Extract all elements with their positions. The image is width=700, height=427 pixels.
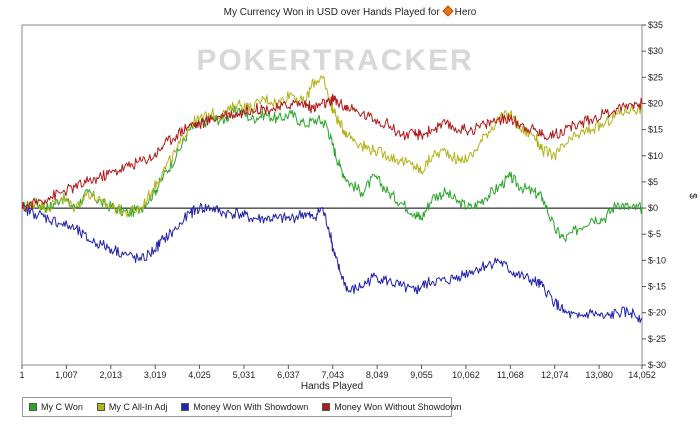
x-tick-label: 13,080 [585,370,613,380]
y-tick-label: $30 [648,46,663,56]
chart-title: My Currency Won in USD over Hands Played… [0,5,700,18]
x-tick-label: 2,013 [100,370,123,380]
x-tick-label: 6,037 [277,370,300,380]
chart-title-player: Hero [454,7,477,18]
y-tick-label: $5 [648,177,658,187]
x-tick-label: 1,007 [55,370,78,380]
y-tick-label: $-20 [648,308,666,318]
y-tick-label: $35 [648,20,663,30]
series-line-3 [21,93,643,212]
series-line-2 [21,202,643,323]
x-tick-label: 11,068 [497,370,524,380]
y-tick-label: $-25 [648,334,666,344]
legend-item[interactable]: Money Won With Showdown [181,402,308,412]
x-tick-label: 14,052 [628,370,656,380]
legend-label: Money Won Without Showdown [334,402,462,412]
y-tick-label: $15 [648,125,663,135]
legend-swatch [96,403,105,411]
y-tick-label: $20 [648,98,663,108]
y-axis: $35 $30 $25 $20 $15 $10 $5 $0 $-5 $-10 $-15 $-20 $-2… [642,20,666,370]
y-tick-label: $25 [648,72,663,82]
y-axis-title: $ [687,193,698,199]
x-tick-label: 4,025 [188,370,211,380]
y-tick-label: $0 [648,203,658,213]
y-tick-label: $-10 [648,255,666,265]
x-tick-label: 5,031 [233,370,256,380]
x-tick-label: 10,062 [452,370,480,380]
series-line-1 [21,75,643,218]
chart-title-text: My Currency Won in USD over Hands Played… [223,7,440,18]
legend-item[interactable]: My C Won [29,402,83,412]
y-tick-label: $-15 [648,282,666,292]
x-tick-label: 1 [19,370,24,380]
x-tick-label: 12,074 [541,370,569,380]
pokertracker-watermark: POKERTRACKER [196,44,473,77]
plot-border [21,24,643,366]
y-tick-label: $10 [648,151,663,161]
x-tick-label: 3,019 [144,370,167,380]
legend-swatch [322,403,331,411]
legend: My C Won My C All-In Adj Money Won With Sh… [22,397,462,417]
x-axis: 1 1,007 2,013 3,019 4,025 5,031 6,037 7,043 8,04… [19,365,656,380]
x-axis-title: Hands Played [301,381,363,392]
y-tick-label: $-30 [648,360,666,370]
x-tick-label: 8,049 [366,370,389,380]
x-tick-label: 9,055 [410,370,433,380]
series-line-0 [21,105,643,242]
legend-label: My C Won [41,402,83,412]
series-group [21,75,643,323]
legend-item[interactable]: My C All-In Adj [96,402,168,412]
x-tick-label: 7,043 [321,370,344,380]
legend-label: Money Won With Showdown [193,402,309,412]
legend-swatch [181,403,190,411]
y-tick-label: $-5 [648,229,661,239]
legend-swatch [29,403,37,411]
legend-label: My C All-In Adj [108,402,168,412]
legend-item[interactable]: Money Won Without Showdown [322,402,462,412]
